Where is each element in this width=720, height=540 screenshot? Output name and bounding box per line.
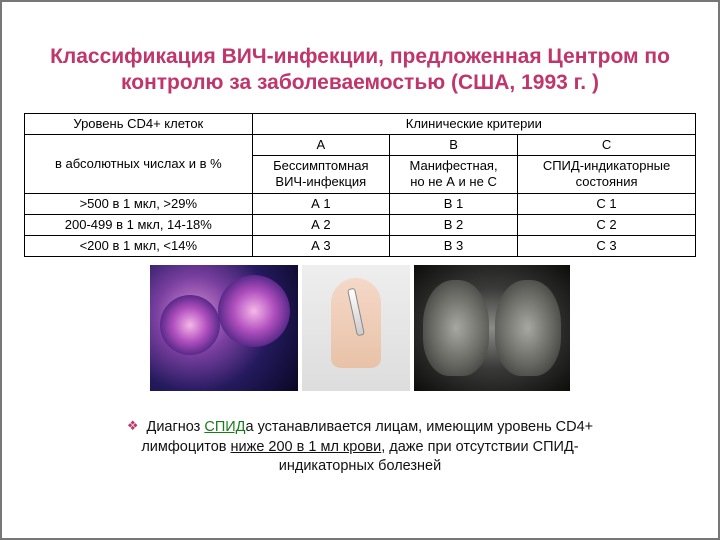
note-spida: СПИД [204, 419, 245, 435]
hdr-abs-pct: в абсолютных числах и в % [25, 134, 253, 193]
row0-c: С 1 [518, 193, 696, 214]
note-pre: Диагноз [147, 419, 205, 435]
classification-table: Уровень CD4+ клеток Клинические критерии… [24, 113, 696, 258]
diamond-bullet-icon: ❖ [127, 417, 139, 435]
col-b-sub: Манифестная, но не А и не С [390, 156, 518, 194]
row2-b: В 3 [390, 236, 518, 257]
col-b: В [390, 134, 518, 155]
slide-title: Классификация ВИЧ-инфекции, предложенная… [24, 44, 696, 97]
table-row: <200 в 1 мкл, <14% А 3 В 3 С 3 [25, 236, 696, 257]
note-threshold: ниже 200 в 1 мл крови [231, 439, 382, 455]
table-row: 200-499 в 1 мкл, 14-18% А 2 В 2 С 2 [25, 214, 696, 235]
row1-b: В 2 [390, 214, 518, 235]
col-a: А [252, 134, 389, 155]
row2-level: <200 в 1 мкл, <14% [25, 236, 253, 257]
row1-a: А 2 [252, 214, 389, 235]
hand-thermometer-image [302, 265, 410, 391]
col-c-sub-l1: СПИД-индикаторные [543, 158, 670, 173]
col-c: С [518, 134, 696, 155]
row2-c: С 3 [518, 236, 696, 257]
hdr-clinical-criteria: Клинические критерии [252, 113, 695, 134]
col-a-sub-l1: Бессимптомная [273, 158, 368, 173]
col-a-sub: Бессимптомная ВИЧ-инфекция [252, 156, 389, 194]
col-c-sub: СПИД-индикаторные состояния [518, 156, 696, 194]
image-row [24, 265, 696, 391]
diagnosis-note: ❖ Диагноз СПИДа устанавливается лицам, и… [111, 417, 608, 477]
slide-frame: Классификация ВИЧ-инфекции, предложенная… [0, 0, 720, 540]
row1-c: С 2 [518, 214, 696, 235]
row0-a: А 1 [252, 193, 389, 214]
chest-xray-image [414, 265, 570, 391]
hdr-cd4-level: Уровень CD4+ клеток [25, 113, 253, 134]
col-b-sub-l1: Манифестная, [409, 158, 497, 173]
row0-level: >500 в 1 мкл, >29% [25, 193, 253, 214]
row0-b: В 1 [390, 193, 518, 214]
table-row: >500 в 1 мкл, >29% А 1 В 1 С 1 [25, 193, 696, 214]
col-c-sub-l2: состояния [576, 174, 638, 189]
col-a-sub-l2: ВИЧ-инфекция [275, 174, 366, 189]
row2-a: А 3 [252, 236, 389, 257]
virus-microscopy-image [150, 265, 298, 391]
row1-level: 200-499 в 1 мкл, 14-18% [25, 214, 253, 235]
col-b-sub-l2: но не А и не С [410, 174, 497, 189]
